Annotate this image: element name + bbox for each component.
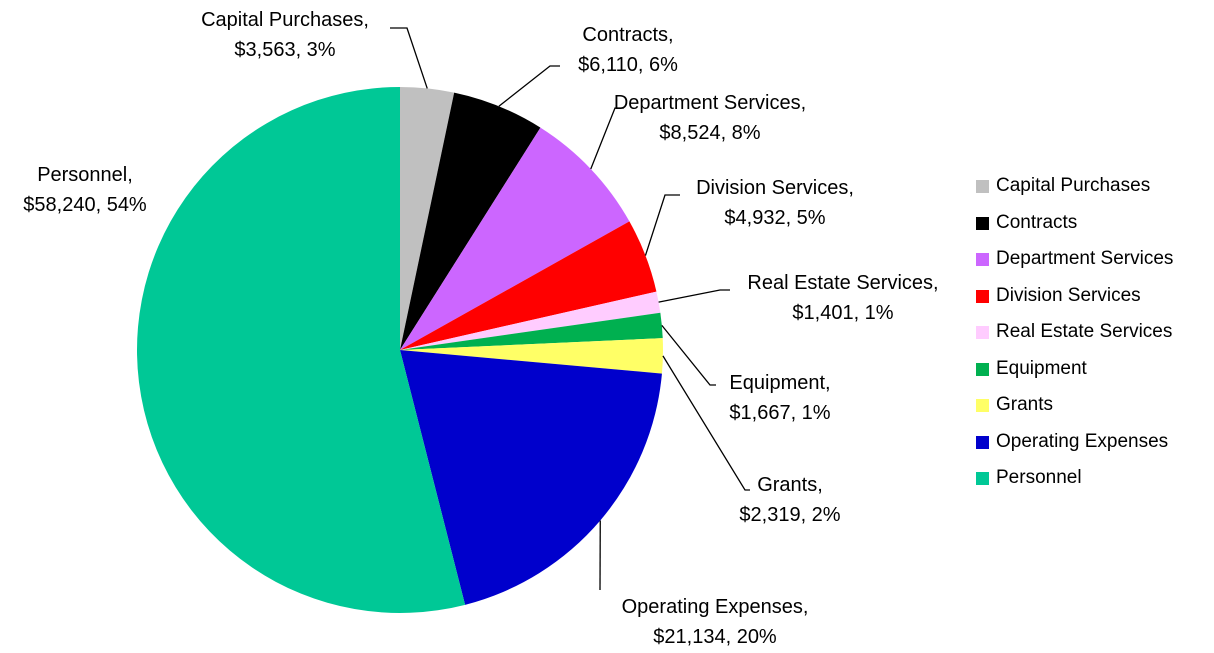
legend-label: Division Services <box>996 284 1141 306</box>
leader-line <box>498 65 560 107</box>
legend-label: Capital Purchases <box>996 175 1151 196</box>
pie-slice <box>400 350 662 605</box>
pie-slice <box>400 338 664 374</box>
data-label: Equipment, $1,667, 1% <box>729 372 831 424</box>
leader-line <box>661 324 716 386</box>
legend-swatch <box>976 362 989 376</box>
leader-line <box>590 107 624 170</box>
pie-slice <box>400 127 630 350</box>
data-label: Contracts, $6,110, 6% <box>578 24 678 76</box>
legend-swatch <box>976 472 989 485</box>
leader-line <box>662 355 750 491</box>
leader-line <box>644 194 680 256</box>
legend-swatch <box>976 435 989 449</box>
legend-swatch <box>976 253 989 266</box>
pie-slice <box>137 87 466 614</box>
data-label: Personnel, $58,240, 54% <box>23 164 147 216</box>
pie-slice <box>400 87 455 350</box>
data-label: Division Services, $4,932, 5% <box>696 177 854 229</box>
legend-label: Equipment <box>996 357 1087 379</box>
leader-line <box>390 27 428 89</box>
data-label: Department Services, $8,524, 8% <box>613 92 807 144</box>
legend-swatch <box>976 289 989 303</box>
legend-label: Operating Expenses <box>996 430 1169 452</box>
legend-swatch <box>976 326 989 339</box>
data-label: Grants, $2,319, 2% <box>739 474 841 526</box>
leader-line <box>658 289 730 303</box>
data-label: Real Estate Services, $1,401, 1% <box>747 272 939 324</box>
pie-slice <box>400 221 657 350</box>
legend-swatch <box>976 399 989 412</box>
legend-swatch <box>976 180 989 193</box>
legend-label: Contracts <box>996 211 1078 233</box>
legend-label: Department Services <box>996 248 1174 269</box>
pie-slice <box>400 291 661 350</box>
legend-label: Real Estate Services <box>996 321 1173 342</box>
legend-label: Grants <box>996 394 1054 415</box>
pie-slice <box>400 92 541 351</box>
pie-slice <box>400 312 663 350</box>
data-label: Operating Expenses, $21,134, 20% <box>621 596 809 648</box>
data-label: Capital Purchases, $3,563, 3% <box>201 9 369 61</box>
legend-label: Personnel <box>996 467 1082 488</box>
legend-swatch <box>976 216 989 230</box>
